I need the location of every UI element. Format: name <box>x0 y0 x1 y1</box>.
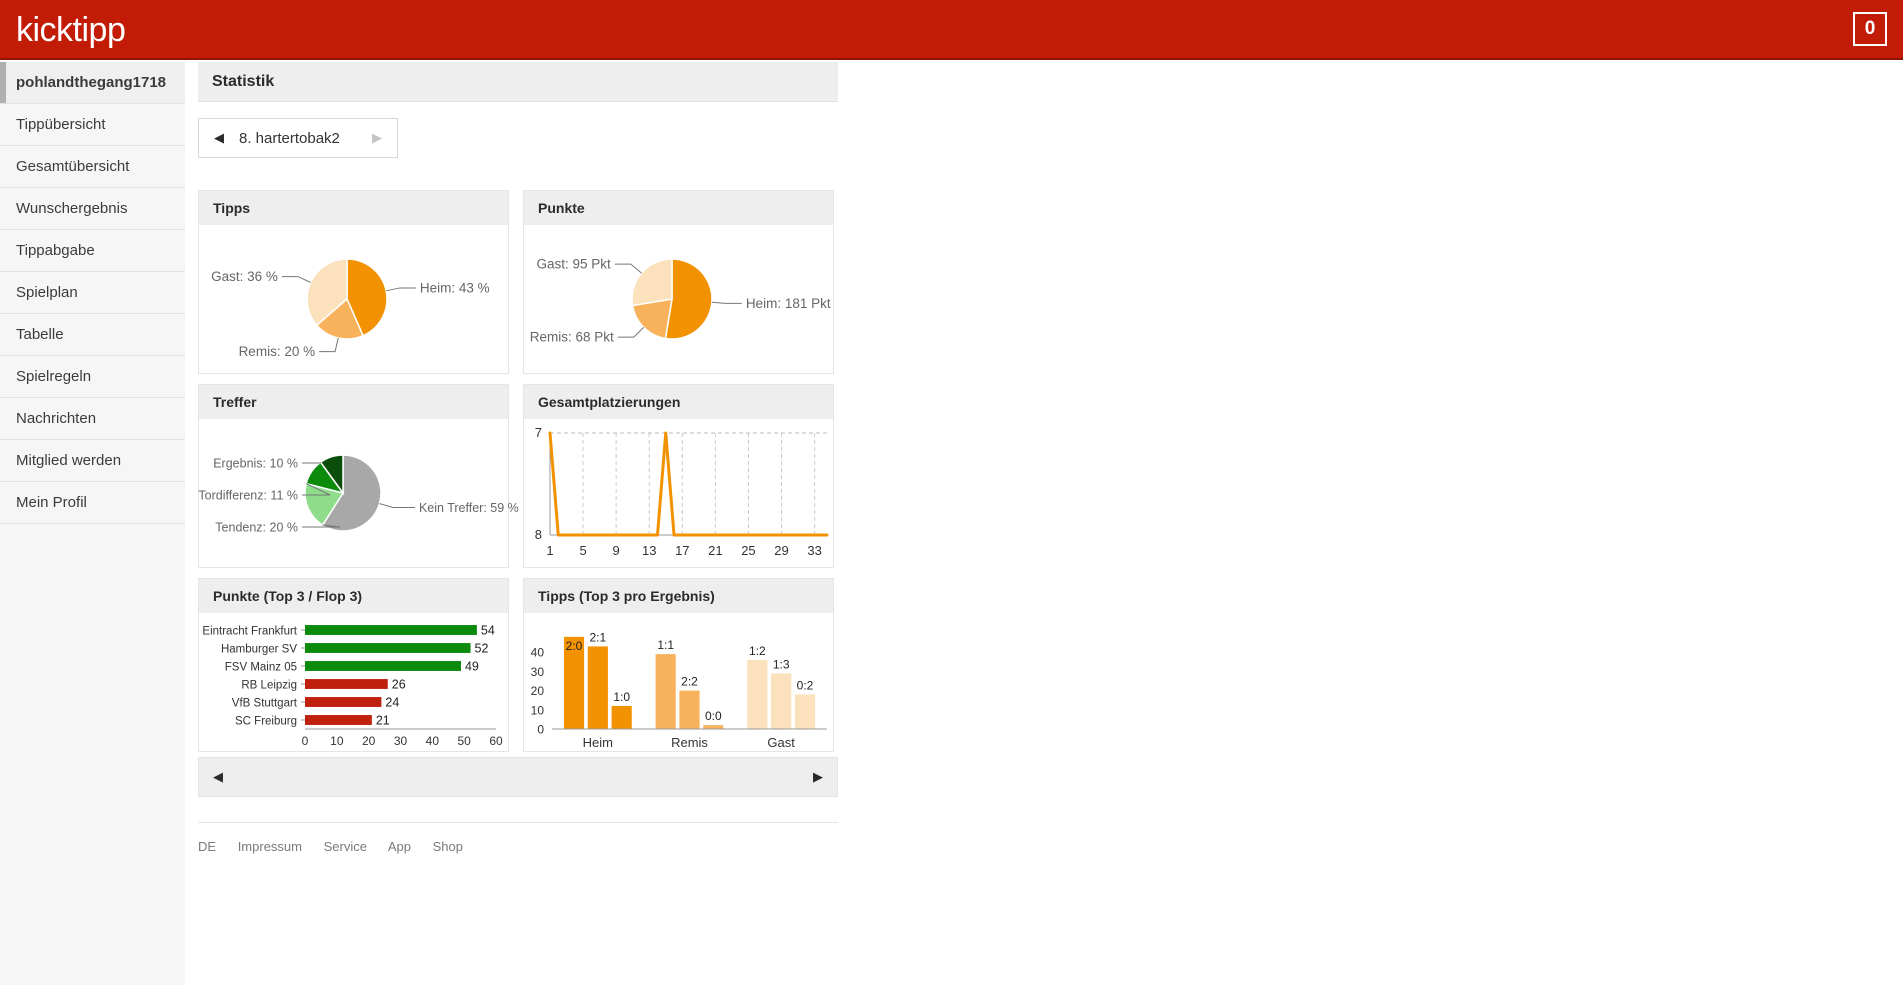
svg-text:21: 21 <box>376 714 390 728</box>
svg-text:30: 30 <box>394 734 408 748</box>
svg-text:Tendenz: 20 %: Tendenz: 20 % <box>215 521 298 535</box>
svg-text:26: 26 <box>392 678 406 692</box>
svg-text:0:2: 0:2 <box>797 678 814 692</box>
svg-text:20: 20 <box>531 684 545 698</box>
svg-text:1:3: 1:3 <box>773 657 790 671</box>
svg-text:Hamburger SV: Hamburger SV <box>221 644 297 656</box>
svg-text:Heim: Heim <box>583 735 613 750</box>
svg-text:Gast: 36 %: Gast: 36 % <box>211 269 278 284</box>
svg-text:52: 52 <box>475 642 489 656</box>
svg-text:Remis: Remis <box>671 735 708 750</box>
svg-text:Eintracht Frankfurt: Eintracht Frankfurt <box>202 626 297 638</box>
svg-text:1:2: 1:2 <box>749 644 766 658</box>
svg-text:0: 0 <box>302 734 309 748</box>
svg-text:24: 24 <box>385 696 399 710</box>
svg-text:33: 33 <box>807 543 821 558</box>
svg-text:25: 25 <box>741 543 755 558</box>
svg-text:10: 10 <box>531 703 545 717</box>
svg-text:Ergebnis: 10 %: Ergebnis: 10 % <box>213 457 298 471</box>
svg-text:49: 49 <box>465 660 479 674</box>
svg-text:20: 20 <box>362 734 376 748</box>
svg-text:7: 7 <box>535 425 542 440</box>
svg-text:10: 10 <box>330 734 344 748</box>
svg-text:SC Freiburg: SC Freiburg <box>235 716 297 728</box>
svg-text:Tordifferenz: 11 %: Tordifferenz: 11 % <box>198 489 298 503</box>
svg-text:Gast: Gast <box>767 735 795 750</box>
svg-text:1:0: 1:0 <box>613 690 630 704</box>
svg-text:60: 60 <box>489 734 503 748</box>
svg-text:1: 1 <box>546 543 553 558</box>
svg-text:40: 40 <box>531 646 545 660</box>
svg-text:Kein Treffer: 59 %: Kein Treffer: 59 % <box>419 501 519 515</box>
svg-text:FSV Mainz 05: FSV Mainz 05 <box>225 662 297 674</box>
svg-text:2:0: 2:0 <box>566 639 583 653</box>
svg-text:17: 17 <box>675 543 689 558</box>
svg-text:50: 50 <box>457 734 471 748</box>
svg-text:2:2: 2:2 <box>681 675 698 689</box>
svg-text:54: 54 <box>481 624 495 638</box>
svg-text:VfB Stuttgart: VfB Stuttgart <box>232 698 298 710</box>
svg-text:Heim: 43 %: Heim: 43 % <box>420 280 490 295</box>
svg-text:Gast: 95 Pkt: Gast: 95 Pkt <box>537 257 612 272</box>
svg-text:40: 40 <box>426 734 440 748</box>
svg-text:0: 0 <box>537 723 544 737</box>
svg-text:Remis: 20 %: Remis: 20 % <box>239 344 316 359</box>
svg-text:0:0: 0:0 <box>705 709 722 723</box>
svg-text:13: 13 <box>642 543 656 558</box>
svg-text:Heim: 181 Pkt: Heim: 181 Pkt <box>746 296 831 311</box>
svg-text:8: 8 <box>535 527 542 542</box>
svg-text:9: 9 <box>613 543 620 558</box>
svg-text:29: 29 <box>774 543 788 558</box>
svg-text:RB Leipzig: RB Leipzig <box>241 680 297 692</box>
svg-text:1:1: 1:1 <box>657 638 674 652</box>
svg-text:5: 5 <box>579 543 586 558</box>
svg-text:Remis: 68 Pkt: Remis: 68 Pkt <box>530 330 614 345</box>
svg-text:30: 30 <box>531 665 545 679</box>
svg-text:2:1: 2:1 <box>589 630 606 644</box>
svg-text:21: 21 <box>708 543 722 558</box>
